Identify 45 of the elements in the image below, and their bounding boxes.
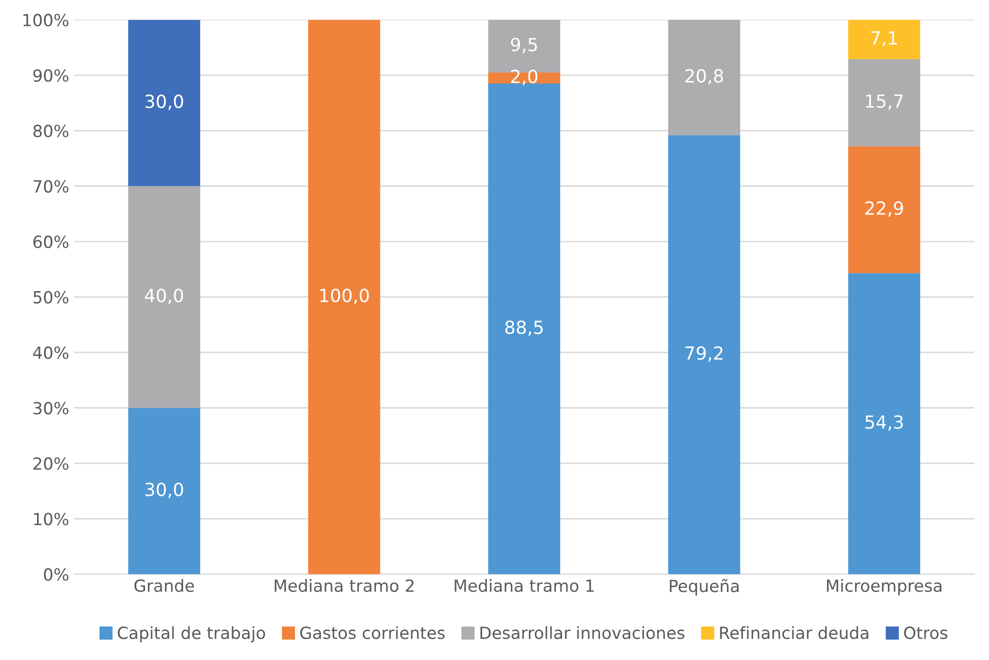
y-tick-label: 70% [34,180,68,193]
legend-label: Otros [904,626,948,640]
data-label: 30,0 [145,94,184,110]
bar [848,20,920,60]
data-label: 79,2 [686,346,722,362]
bar [848,273,920,574]
legend-label: Desarrollar innovaciones [480,626,684,640]
y-tick-label: 30% [34,402,68,414]
x-tick-label: Pequeña [670,579,739,596]
data-label: 7,1 [871,31,897,47]
y-tick-label: 80% [33,124,68,138]
data-label: 30,0 [145,482,184,498]
y-tick-label: 20% [33,457,68,470]
data-label: 15,7 [866,94,903,110]
data-label: 22,9 [865,201,903,217]
bar [668,135,740,574]
bar [308,20,380,574]
bar [848,59,920,146]
x-tick-label: Microempresa [827,579,942,596]
y-tick-label: 50% [34,290,68,304]
y-tick-label: 0% [44,568,68,581]
data-label: 20,8 [685,69,724,85]
bar [128,20,200,186]
data-label: 88,5 [505,320,543,336]
data-label: 2,0 [511,70,538,86]
y-tick-label: 100% [23,14,68,26]
legend-label: Capital de trabajo [118,626,266,642]
x-tick-label: Grande [134,579,194,592]
legend-label: Gastos corrientes [300,626,445,640]
x-tick-label: Mediana tramo 2 [274,579,414,592]
bar [128,186,200,408]
y-tick-label: 90% [33,69,68,82]
data-label: 100,0 [320,288,369,304]
y-tick-label: 40% [33,346,68,360]
data-label: 54,3 [865,415,903,431]
bar [668,20,740,136]
y-tick-label: 10% [34,512,68,526]
y-tick-label: 60% [33,236,68,248]
legend-label: Refinanciar deuda [720,626,868,640]
data-label: 9,5 [510,38,537,54]
bar [848,146,920,274]
bar [128,408,200,574]
bar [488,84,560,574]
data-label: 40,0 [144,288,184,304]
x-tick-label: Mediana tramo 1 [454,579,594,592]
